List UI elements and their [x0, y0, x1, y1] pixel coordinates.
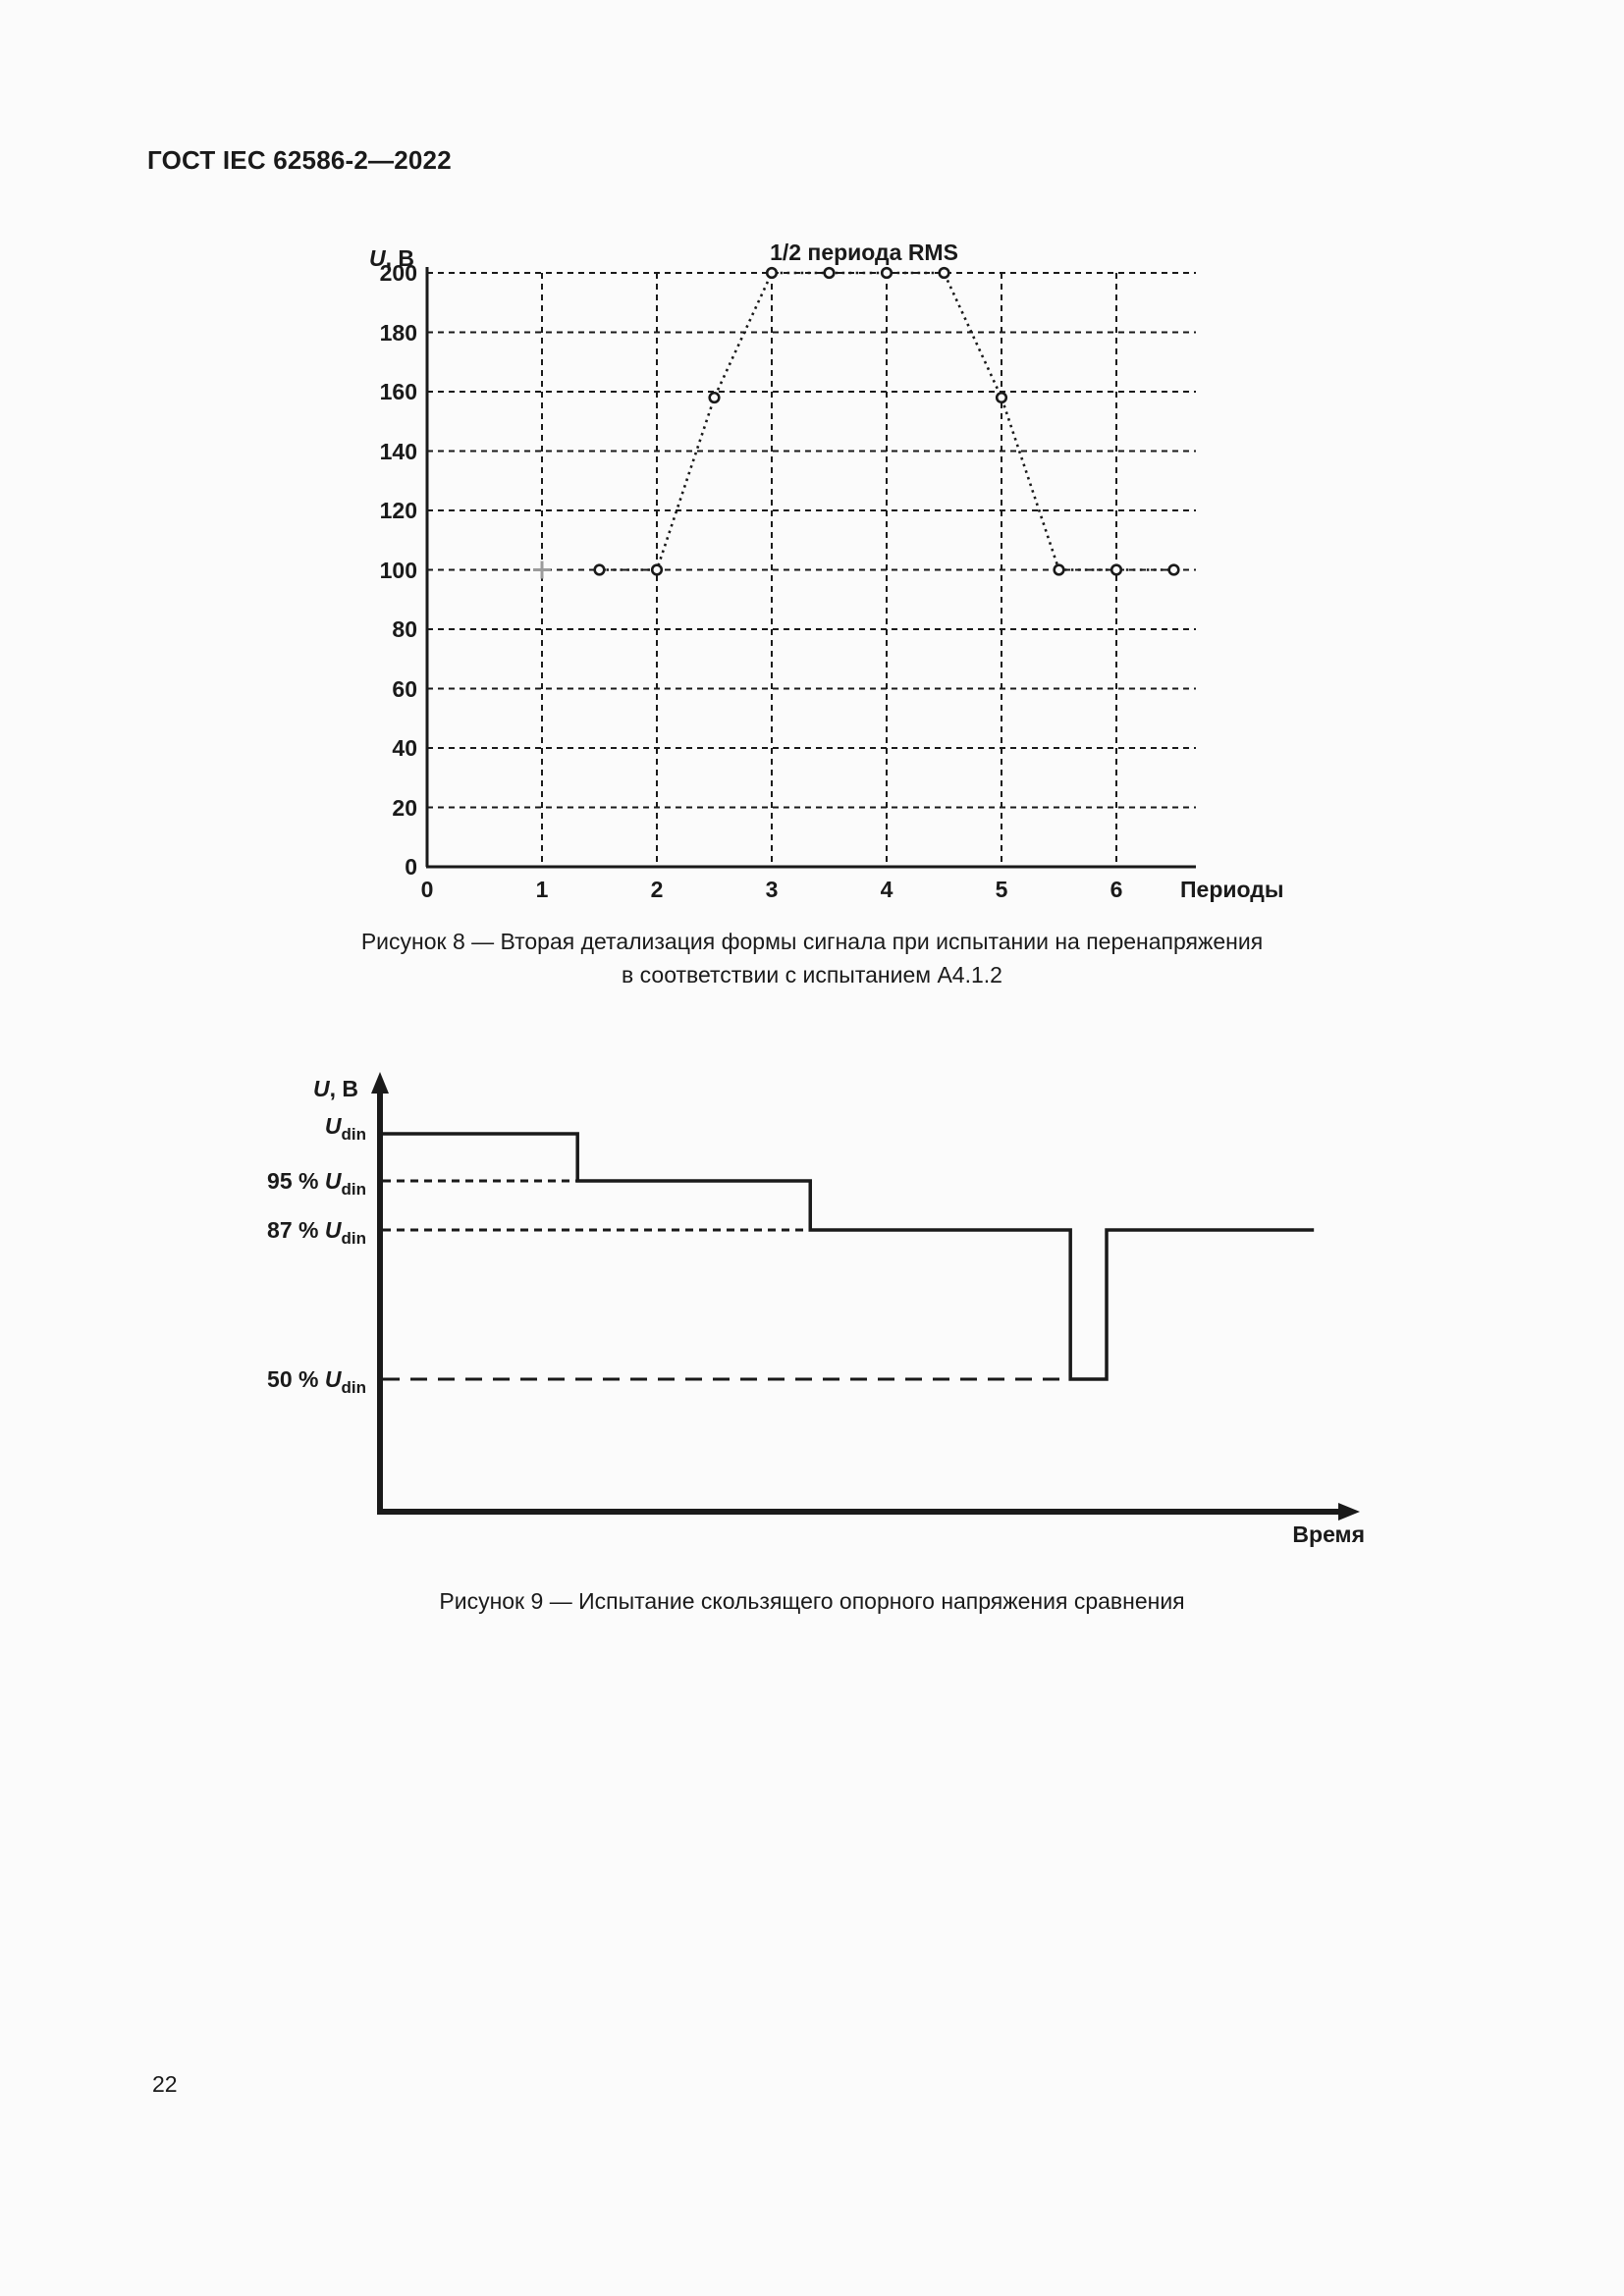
figure9-level-label-50: 50 % Udin — [267, 1366, 366, 1397]
figure8-caption: Рисунок 8 — Вторая детализация формы сиг… — [0, 925, 1624, 991]
figure8-caption-line1: Рисунок 8 — Вторая детализация формы сиг… — [360, 929, 1264, 954]
figure9-chart: U, В Время Udin 95 % Udin 87 % Udin 50 % Ud… — [255, 1060, 1414, 1571]
figure8-y-axis-label: U, В — [368, 245, 414, 271]
figure8-data-line — [599, 271, 1174, 571]
figure8-chart: U, В 1/2 периода RMS Периоды 0 20 40 60 80 10… — [324, 234, 1296, 921]
figure8-data-markers — [593, 266, 1180, 576]
figure9-guide-lines — [383, 1179, 1071, 1381]
figure8-y-tick-label: 140 — [379, 438, 417, 464]
figure8-y-tick-label: 20 — [392, 794, 417, 821]
figure8-x-axis-label: Периоды — [1180, 877, 1284, 902]
figure8-y-tick-label: 120 — [379, 498, 417, 523]
figure9-level-label-87: 87 % Udin — [267, 1217, 366, 1248]
figure8-start-marker — [533, 561, 551, 579]
figure8-axes — [425, 267, 1196, 869]
figure9-x-axis-label: Время — [1292, 1522, 1365, 1547]
page-number: 22 — [152, 2071, 178, 2097]
figure8-x-tick-label: 2 — [650, 877, 664, 902]
figure8-y-tick-label: 100 — [379, 557, 417, 583]
figure8-x-tick-label: 4 — [880, 877, 893, 902]
figure8-title: 1/2 периода RMS — [770, 240, 958, 265]
figure8-x-tick-label: 0 — [420, 877, 434, 902]
figure8-y-tick-label: 160 — [379, 379, 417, 404]
figure8-x-tick-label: 3 — [765, 877, 779, 902]
figure9-y-axis-label: U, В — [312, 1076, 358, 1101]
figure8-plot-area — [425, 266, 1196, 869]
figure8-y-tick-label: 80 — [392, 616, 417, 642]
figure8-x-tick-label: 6 — [1110, 877, 1123, 902]
figure8-caption-line2: в соответствии с испытанием А4.1.2 — [622, 962, 1002, 988]
figure8-y-tick-label: 40 — [392, 735, 417, 761]
document-header: ГОСТ IEC 62586-2—2022 — [147, 145, 452, 175]
figure9-axes — [371, 1072, 1360, 1521]
figure9-level-label-100: Udin — [324, 1113, 366, 1144]
figure9-level-label-95: 95 % Udin — [267, 1168, 366, 1199]
figure9-step-curve — [380, 1132, 1315, 1381]
figure9-plot-area — [371, 1072, 1360, 1521]
figure8-y-tick-label: 0 — [405, 854, 417, 880]
figure8-x-tick-label: 1 — [535, 877, 549, 902]
figure8-y-tick-label: 200 — [379, 260, 417, 286]
figure8-y-tick-label: 180 — [379, 319, 417, 346]
figure8-x-tick-label: 5 — [995, 877, 1008, 902]
figure9-caption: Рисунок 9 — Испытание скользящего опорно… — [439, 1588, 1185, 1614]
figure8-y-tick-label: 60 — [392, 675, 417, 702]
